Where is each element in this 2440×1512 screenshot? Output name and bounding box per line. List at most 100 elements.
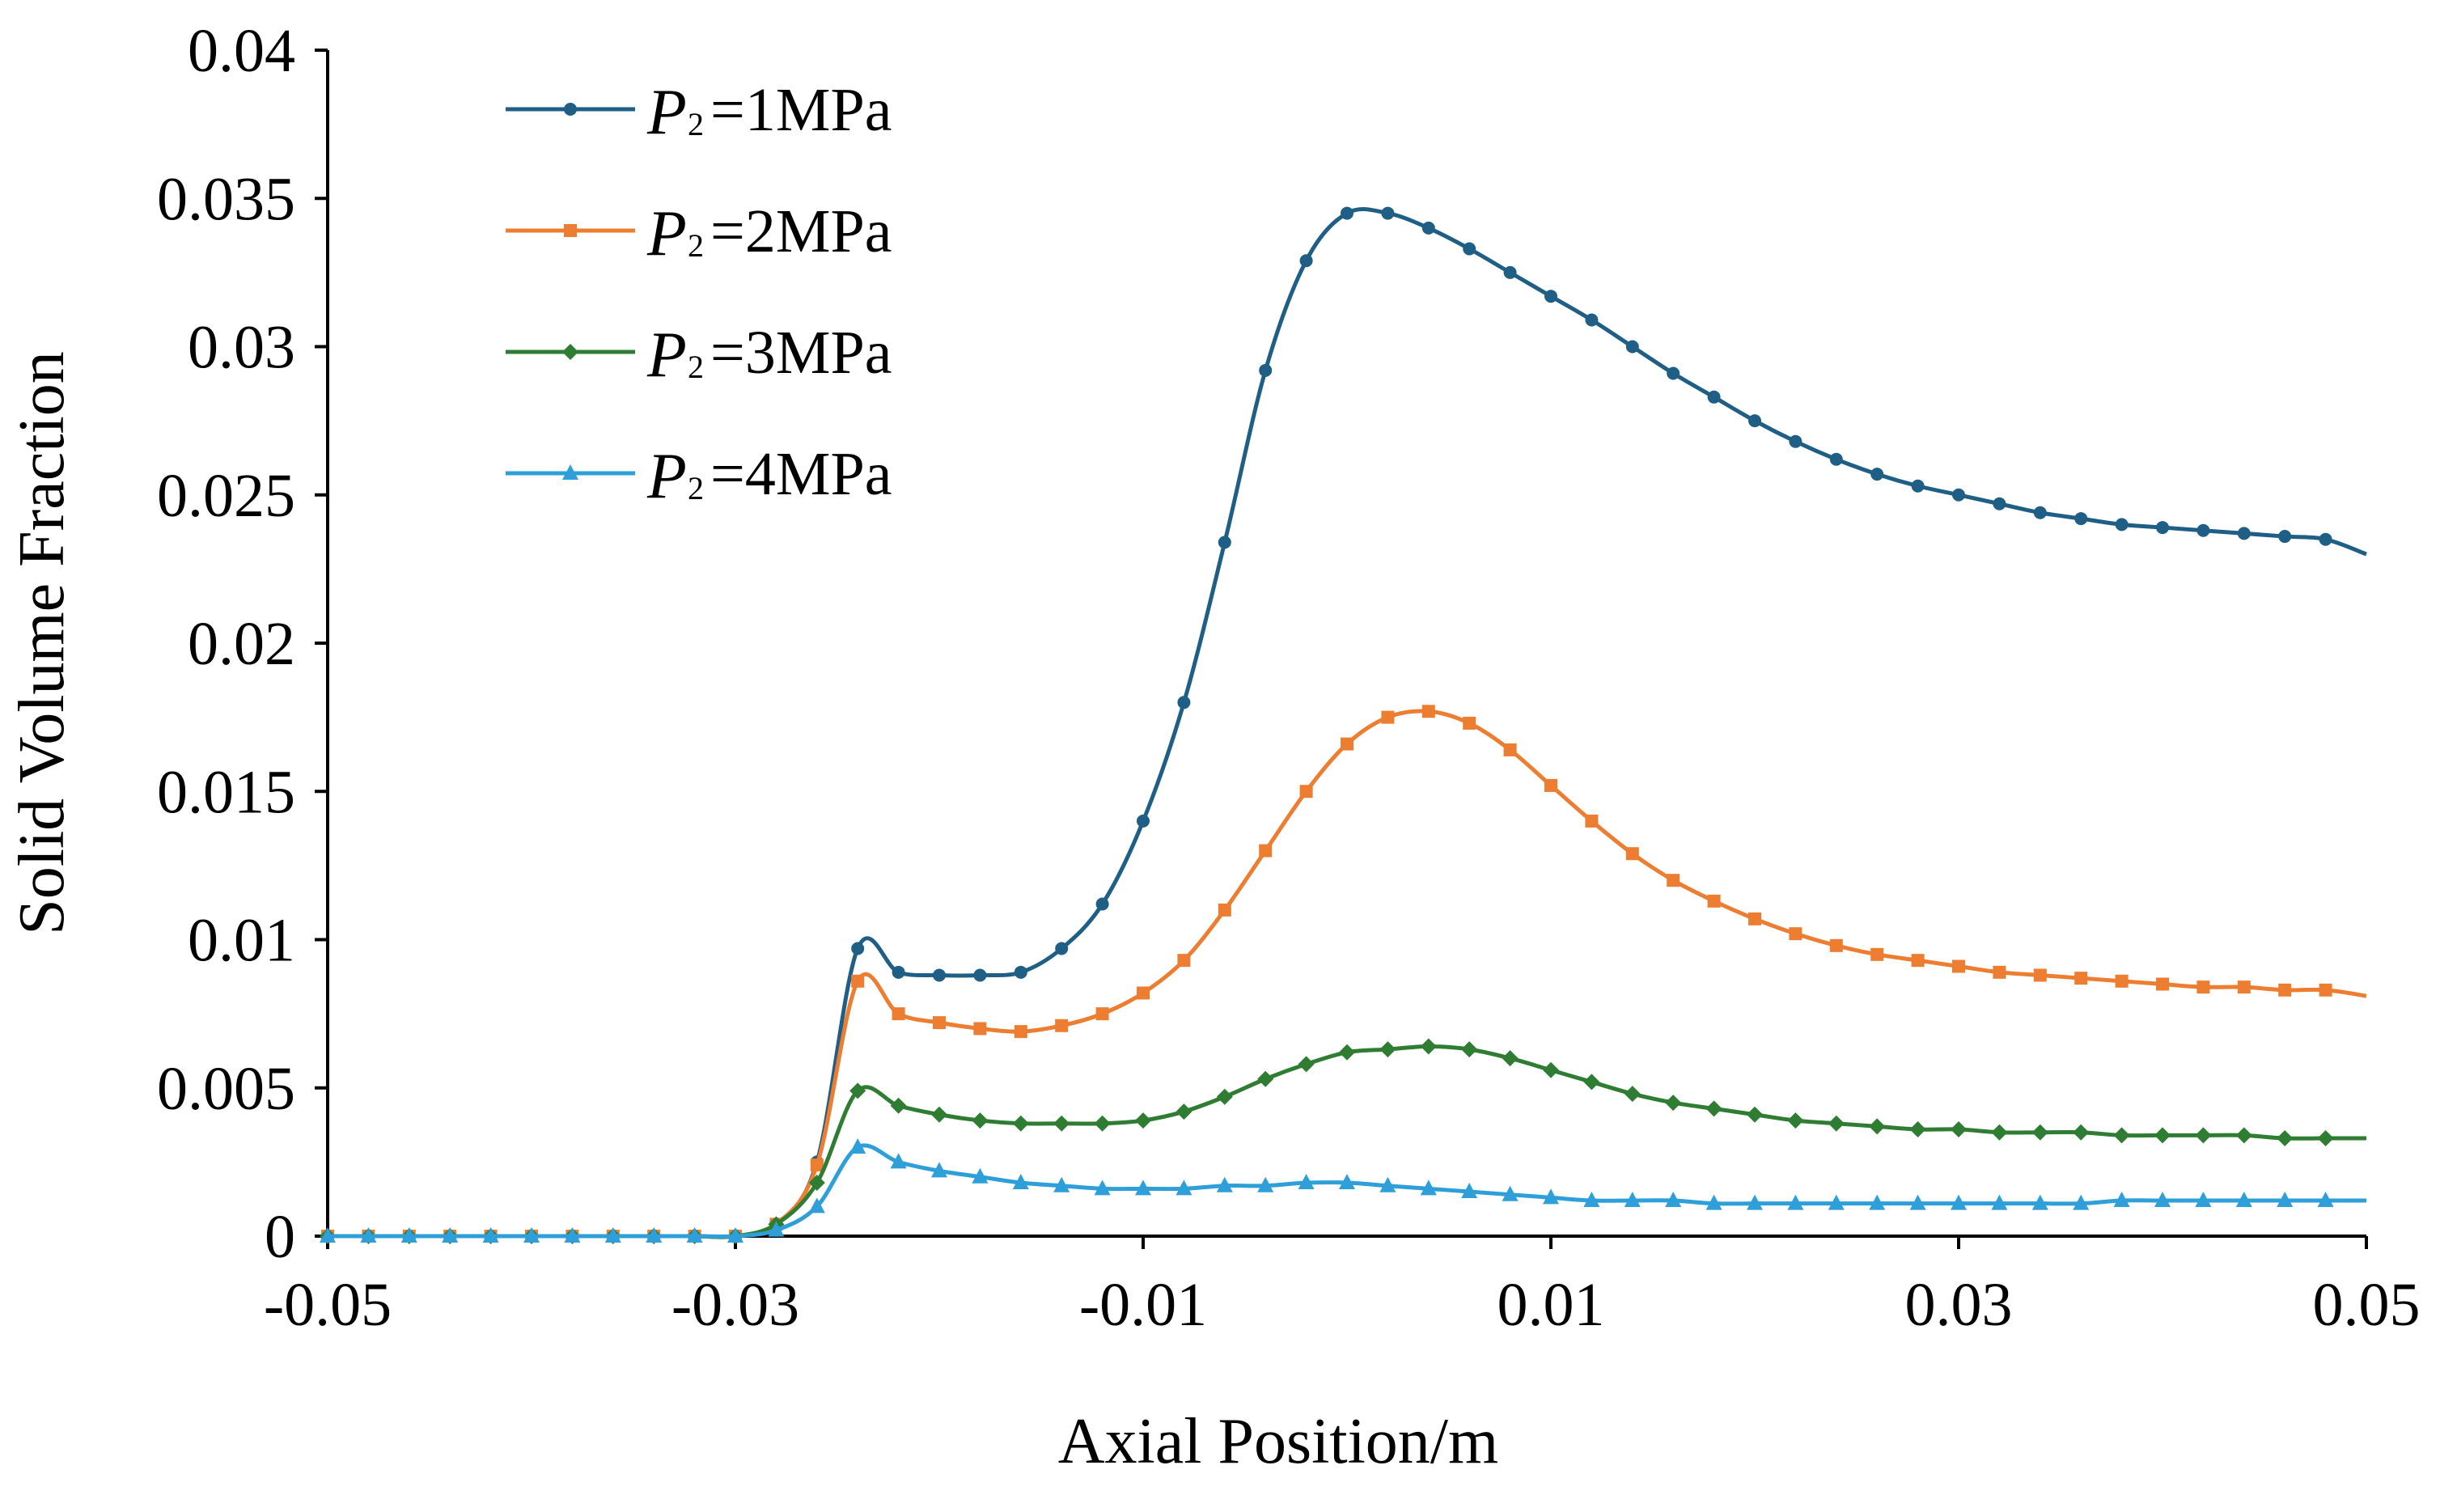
data-point [849,1082,866,1099]
data-point [2196,980,2210,994]
data-point [1747,1106,1763,1123]
data-point [1705,1100,1722,1117]
data-point [1014,1025,1027,1039]
data-point [892,965,905,979]
x-tick-label: 0.05 [2313,1271,2421,1339]
data-point [1461,1041,1478,1058]
data-point [1667,874,1680,887]
data-point [2195,1127,2212,1144]
data-point [890,1153,907,1169]
data-point [2031,1194,2048,1210]
x-tick-label: 0.03 [1905,1271,2013,1339]
data-point [2317,1130,2334,1147]
data-point [1257,1070,1274,1087]
data-point [1993,497,2006,510]
data-point [1216,1088,1233,1105]
series-line [328,1044,2366,1239]
data-point [1299,785,1313,798]
y-tick-label: 0.01 [188,907,295,975]
data-point [972,1112,989,1129]
axes: 0 0.005 0.01 0.015 0.02 0.025 0.03 0.035 0.04 -0.… [157,17,2421,1339]
legend-marker [564,224,577,237]
data-point [1707,390,1721,404]
series-2 [321,705,2367,1243]
data-point [1421,221,1435,235]
data-point [1379,1041,1396,1058]
data-point [1829,452,1843,466]
data-point [686,1227,703,1243]
data-point [2031,1124,2048,1141]
series-line [328,709,2367,1239]
data-point [1911,954,1925,968]
x-tick-label: -0.05 [264,1271,392,1339]
y-tick-label: 0.025 [157,462,295,530]
legend-subscript: 2 [688,227,704,264]
data-point [360,1227,377,1243]
data-point [1218,903,1231,917]
legend-marker [562,464,578,480]
legend-marker [562,344,578,360]
legend-symbol: P [646,198,687,269]
data-point [1952,488,1965,502]
data-point [808,1175,825,1192]
x-tick-label: -0.01 [1079,1271,1207,1339]
data-point [2033,968,2047,982]
data-point [2237,527,2251,540]
data-point [1870,947,1884,961]
legend-item-1: P 2 =1MPa [506,76,892,148]
data-point [1014,965,1027,979]
legend-subscript: 2 [688,349,704,385]
data-point [1135,1112,1151,1129]
data-point [1094,1180,1111,1196]
y-tick-label: 0.015 [157,758,295,826]
data-point [851,974,865,988]
data-point [1544,290,1557,303]
y-tick-label: 0.005 [157,1055,295,1123]
data-point [1257,1176,1274,1192]
data-point [973,1022,987,1036]
data-point [1218,536,1231,549]
data-point [1909,1194,1926,1210]
data-point [2235,1192,2252,1208]
data-point [1787,1112,1804,1129]
data-point [2195,1192,2212,1208]
data-point [849,1138,866,1154]
legend-item-3: P 2 =3MPa [506,319,892,391]
data-point [1503,743,1517,756]
data-point [320,1227,336,1243]
data-point [1583,1192,1600,1208]
data-point [1869,1194,1886,1210]
data-point [1341,737,1353,751]
data-point [2277,1192,2294,1208]
data-point [1502,1050,1519,1067]
series-1 [321,206,2367,1243]
data-point [1829,938,1843,952]
data-point [2033,506,2047,519]
data-point [646,1227,663,1243]
data-point [2074,512,2088,526]
data-point [2113,1192,2130,1208]
data-point [1991,1194,2008,1210]
data-point [1748,912,1761,925]
data-point [1543,1188,1559,1205]
data-point [2115,974,2129,988]
data-point [1339,1044,1355,1061]
data-point [1991,1124,2008,1141]
data-point [1583,1074,1600,1091]
data-point [2235,1127,2252,1144]
data-point [1748,414,1761,428]
data-point [564,1227,581,1243]
data-point [1137,814,1150,828]
data-point [1137,986,1150,1000]
legend-label: =2MPa [710,197,892,265]
data-point [2113,1127,2130,1144]
legend-item-4: P 2 =4MPa [506,440,892,512]
legend-label: =1MPa [710,76,892,144]
data-point [892,1007,905,1021]
data-point [1012,1115,1029,1132]
series-line [328,206,2367,1239]
data-point [1625,847,1639,861]
data-point [972,1167,989,1184]
data-point [400,1227,417,1243]
